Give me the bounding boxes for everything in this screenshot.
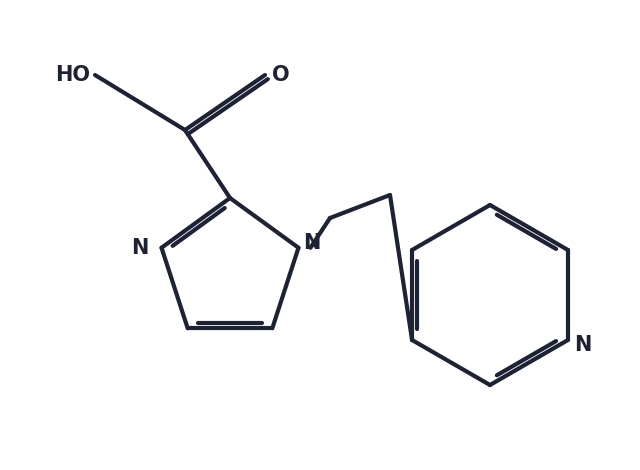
Text: O: O — [272, 65, 290, 85]
Text: N: N — [574, 335, 591, 355]
Text: N: N — [131, 238, 148, 258]
Text: N: N — [303, 233, 321, 253]
Text: HO: HO — [56, 65, 90, 85]
